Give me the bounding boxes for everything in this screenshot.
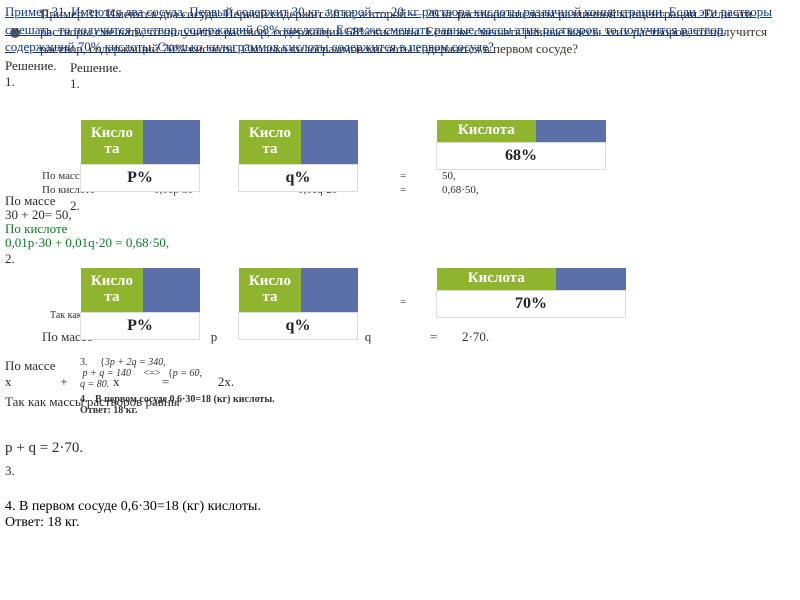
- vessel1b-pct: P%: [81, 313, 200, 340]
- acid-boxes-row1: Кислота P% Кислота q% Кислота 68%: [80, 120, 606, 192]
- vessel2-box: Кислота q%: [238, 120, 358, 192]
- mix1-box: Кислота 68%: [436, 120, 606, 170]
- acid-eq-front-vals: 0,01p·30 + 0,01q·20 = 0,68·50,: [5, 235, 785, 251]
- equal-masses-front: Так как массы растворов равны: [5, 394, 785, 410]
- masseq2-front: По массе x + x = 2x.: [5, 358, 785, 390]
- step3-front: 3.: [5, 463, 785, 479]
- solution-label-front: Решение.: [5, 58, 785, 74]
- vessel2b-pct: q%: [239, 313, 358, 340]
- step2-front: 2.: [5, 251, 785, 267]
- vessel2b-box: Кислота q%: [238, 268, 358, 340]
- vessel2-pct: q%: [239, 165, 358, 192]
- acid-boxes-row2: Кислота P% Кислота q% Кислота 70%: [80, 268, 626, 340]
- vessel1-pct: P%: [81, 165, 200, 192]
- mix2-box: Кислота 70%: [436, 268, 626, 318]
- step1-front: 1.: [5, 74, 785, 90]
- problem-text-front: Пример 31. Имеются два сосуда. Первый со…: [5, 3, 785, 56]
- final-line: 4. В первом сосуде 0,6·30=18 (кг) кислот…: [5, 499, 785, 515]
- vessel1b-box: Кислота P%: [80, 268, 200, 340]
- pq-eq-front: p + q = 2·70.: [5, 440, 785, 457]
- front-slide: Пример 31. Имеются два сосуда. Первый со…: [5, 3, 785, 90]
- vessel1-box: Кислота P%: [80, 120, 200, 192]
- final-answer: Ответ: 18 кг.: [5, 515, 785, 531]
- mix1-pct: 68%: [437, 143, 606, 170]
- mix2-pct: 70%: [437, 291, 626, 318]
